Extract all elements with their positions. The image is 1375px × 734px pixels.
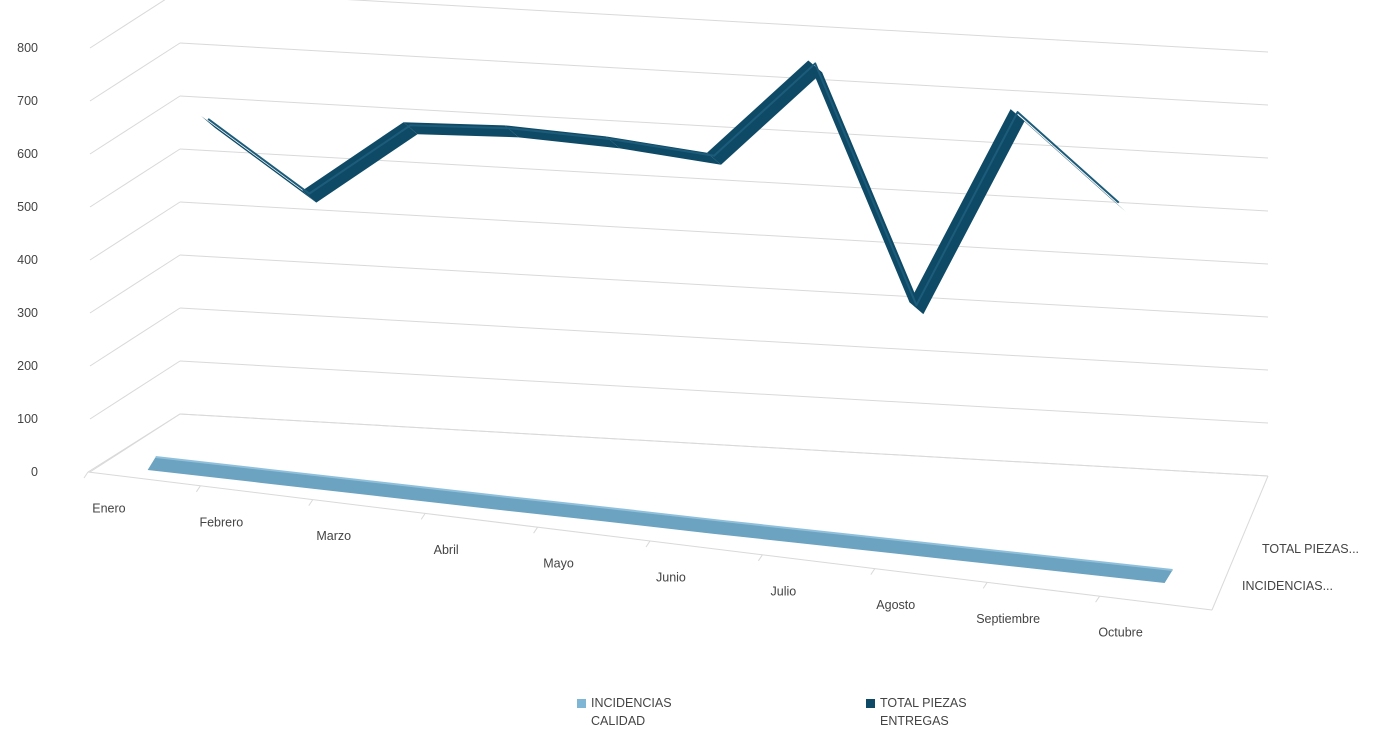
legend-item-incidencias: INCIDENCIAS CALIDAD — [577, 694, 701, 730]
legend-label: INCIDENCIAS CALIDAD — [591, 696, 672, 728]
y-tick-label: 0 — [31, 465, 38, 479]
x-tick-mark — [870, 568, 876, 575]
y-tick-label: 300 — [17, 306, 38, 320]
x-tick-mark — [195, 485, 201, 493]
y-tick-label: 600 — [17, 147, 38, 161]
x-tick-label: Febrero — [199, 515, 243, 529]
y-tick-label: 100 — [17, 412, 38, 426]
series-ribbon-incidencias — [147, 456, 1173, 583]
series-ribbon-total-piezas-edge — [207, 62, 1120, 307]
x-tick-label: Septiembre — [976, 612, 1040, 626]
gridline — [346, 0, 1269, 53]
series-ribbon-total-piezas — [302, 122, 418, 203]
series — [147, 60, 1173, 583]
gridline-side — [89, 307, 181, 367]
x-tick-mark — [83, 471, 89, 479]
depth-axis-line — [1211, 475, 1269, 611]
y-tick-label: 400 — [17, 253, 38, 267]
x-tick-mark — [420, 513, 426, 520]
x-tick-mark — [982, 582, 988, 589]
x-tick-label: Julio — [771, 584, 797, 598]
y-tick-label: 200 — [17, 359, 38, 373]
series-ribbon-total-piezas — [808, 60, 924, 315]
series-ribbon-total-piezas — [707, 60, 823, 165]
x-tick-mark — [1095, 595, 1101, 603]
x-tick-label: Abril — [434, 543, 459, 557]
gridline-side — [89, 254, 181, 314]
gridline-side — [89, 42, 181, 102]
gridline — [179, 254, 1269, 318]
y-tick-label: 500 — [17, 200, 38, 214]
gridline — [179, 95, 1269, 159]
x-tick-mark — [757, 554, 763, 562]
x-tick-mark — [645, 540, 651, 548]
x-tick-label: Junio — [656, 571, 686, 585]
gridline — [179, 307, 1269, 371]
gridline-side — [89, 201, 181, 261]
depth-axis-labels: TOTAL PIEZAS... INCIDENCIAS... — [1242, 542, 1359, 593]
series-ribbon-total-piezas — [403, 122, 519, 138]
legend-swatch — [577, 699, 586, 708]
gridline-side — [89, 0, 166, 49]
gridline — [179, 201, 1269, 265]
x-axis-ticks: Enero Febrero Marzo Abril Mayo Junio Julio Agos… — [83, 471, 1143, 640]
gridlines — [89, 0, 1269, 477]
legend-swatch — [866, 699, 875, 708]
gridline-side — [89, 360, 181, 420]
legend-item-total-piezas: TOTAL PIEZAS ENTREGAS — [866, 694, 990, 730]
gridline — [179, 360, 1269, 424]
x-tick-label: Mayo — [543, 557, 574, 571]
x-tick-mark — [533, 526, 539, 534]
floor-back-edge — [87, 413, 1269, 477]
x-tick-label: Octubre — [1098, 626, 1143, 640]
y-axis-ticks: 0 100 200 300 400 500 600 700 800 — [17, 41, 38, 479]
x-tick-label: Marzo — [316, 529, 351, 543]
x-tick-mark — [308, 499, 314, 506]
y-tick-label: 800 — [17, 41, 38, 55]
gridline — [179, 42, 1269, 106]
x-tick-label: Enero — [92, 502, 125, 516]
legend-label: TOTAL PIEZAS ENTREGAS — [880, 696, 967, 728]
series-ribbon-incidencias-top — [155, 455, 1173, 571]
series-ribbon-total-piezas — [201, 115, 317, 203]
series-ribbon-total-piezas — [1010, 109, 1126, 212]
gridline-side — [89, 95, 181, 155]
depth-axis-label: INCIDENCIAS... — [1242, 579, 1333, 593]
depth-axis-label: TOTAL PIEZAS... — [1262, 542, 1359, 556]
y-tick-label: 700 — [17, 94, 38, 108]
x-tick-label: Agosto — [876, 598, 915, 612]
gridline-side — [89, 148, 181, 208]
